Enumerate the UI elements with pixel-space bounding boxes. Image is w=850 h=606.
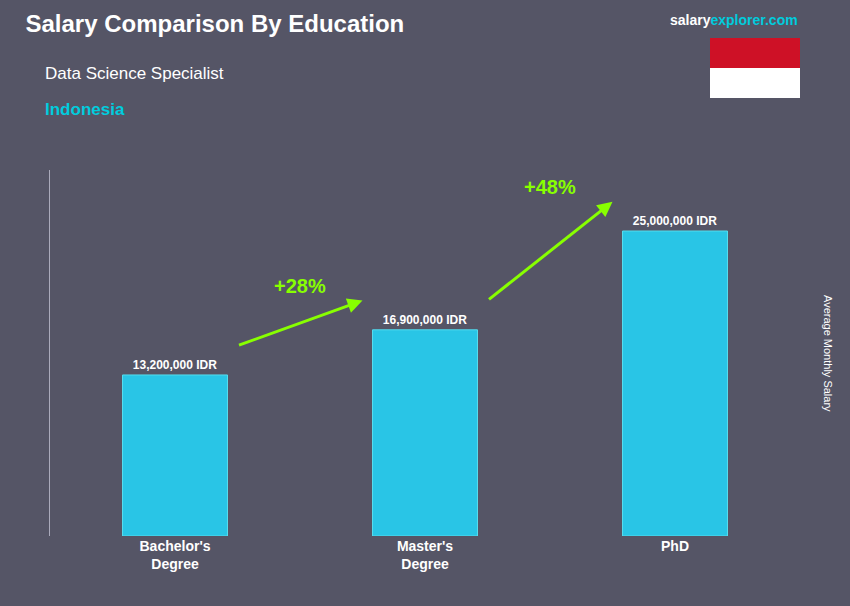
svg-text:salaryexplorer.com: salaryexplorer.com [670, 12, 798, 28]
svg-text:+28%: +28% [274, 275, 326, 297]
svg-text:Data Science Specialist: Data Science Specialist [45, 64, 224, 83]
svg-text:16,900,000 IDR: 16,900,000 IDR [383, 313, 467, 327]
svg-text:Master'sDegree: Master'sDegree [397, 538, 453, 572]
svg-text:Average Monthly Salary: Average Monthly Salary [822, 295, 834, 412]
svg-text:Salary Comparison By Education: Salary Comparison By Education [26, 10, 405, 37]
svg-text:25,000,000 IDR: 25,000,000 IDR [633, 214, 717, 228]
svg-text:+48%: +48% [524, 176, 576, 198]
svg-text:13,200,000 IDR: 13,200,000 IDR [133, 358, 217, 372]
svg-text:Bachelor'sDegree: Bachelor'sDegree [139, 538, 210, 572]
svg-text:PhD: PhD [661, 538, 689, 554]
svg-text:Indonesia: Indonesia [45, 100, 125, 119]
